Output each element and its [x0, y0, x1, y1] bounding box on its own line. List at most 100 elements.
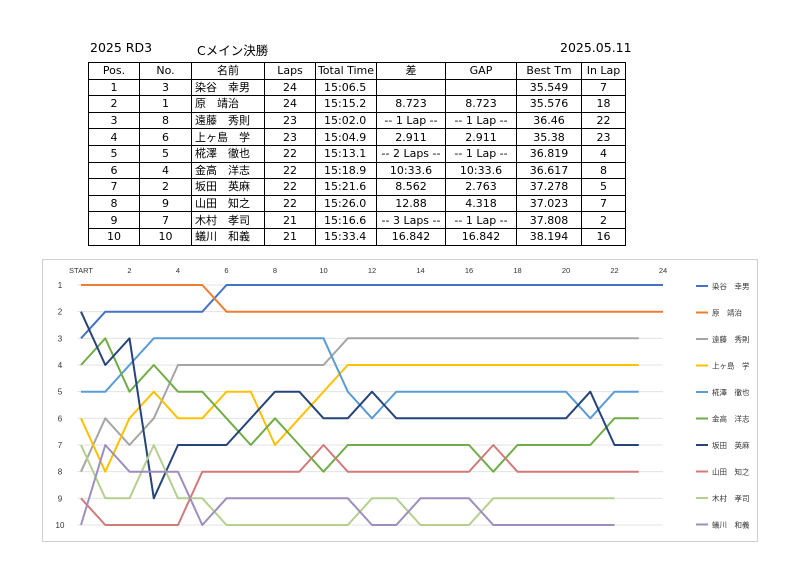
col-header-in-lap: In Lap [581, 62, 626, 80]
table-row: 6 4 金高 洋志 22 15:18.9 10:33.6 10:33.6 36.617 8 [88, 161, 626, 180]
table-row: 4 6 上ヶ島 学 23 15:04.9 2.911 2.911 35.38 23 [88, 128, 626, 146]
y-tick-label: 4 [58, 361, 63, 370]
table-row: 5 5 椛澤 徹也 22 15:13.1 -- 2 Laps -- -- 1 Lap -- 3… [88, 144, 626, 163]
cell-pos: 1 [88, 78, 140, 97]
cell-name: 坂田 英麻 [191, 178, 265, 196]
x-tick-label: 8 [273, 266, 277, 275]
cell-laps: 24 [264, 95, 316, 113]
cell-inlap: 2 [581, 211, 626, 229]
cell-laps: 23 [264, 128, 316, 146]
cell-inlap: 16 [581, 227, 626, 246]
cell-name: 蟻川 和義 [191, 227, 265, 246]
cell-pos: 9 [88, 211, 140, 229]
series-line [81, 284, 663, 313]
cell-total: 15:06.5 [315, 78, 377, 97]
cell-gap: 4.318 [445, 194, 517, 213]
x-tick-label: 10 [319, 266, 327, 275]
cell-no: 8 [139, 111, 192, 130]
legend-label: 木村 孝司 [712, 493, 750, 503]
cell-no: 4 [139, 161, 192, 180]
cell-laps: 21 [264, 227, 316, 246]
race-date: 2025.05.11 [560, 40, 632, 55]
cell-total: 15:02.0 [315, 111, 377, 130]
cell-total: 15:16.6 [315, 211, 377, 229]
cell-pos: 8 [88, 194, 140, 213]
table-row: 7 2 坂田 英麻 22 15:21.6 8.562 2.763 37.278 5 [88, 178, 626, 196]
x-tick-label: 16 [465, 266, 473, 275]
cell-no: 9 [139, 194, 192, 213]
cell-pos: 4 [88, 128, 140, 146]
series-line [80, 364, 639, 473]
legend-label: 原 靖治 [712, 308, 742, 318]
cell-best: 37.808 [516, 211, 582, 229]
x-tick-label: 2 [127, 266, 131, 275]
cell-pos: 2 [88, 95, 140, 113]
cell-diff: 8.562 [376, 178, 446, 196]
col-header-gap: GAP [445, 62, 517, 80]
cell-diff: -- 2 Laps -- [376, 144, 446, 163]
cell-diff: 16.842 [376, 227, 446, 246]
y-tick-label: 1 [58, 281, 63, 290]
x-tick-label: 24 [659, 266, 667, 275]
y-tick-label: 6 [58, 414, 63, 423]
cell-best: 35.549 [516, 78, 582, 97]
cell-no: 10 [139, 227, 192, 246]
x-tick-label: 22 [610, 266, 618, 275]
cell-diff: 12.88 [376, 194, 446, 213]
x-tick-label: 4 [176, 266, 180, 275]
legend-label: 上ヶ島 学 [712, 361, 750, 371]
x-tick-label: 18 [513, 266, 521, 275]
series-line [80, 337, 639, 473]
cell-pos: 5 [88, 144, 140, 163]
cell-pos: 7 [88, 178, 140, 196]
cell-diff: -- 3 Laps -- [376, 211, 446, 229]
cell-name: 椛澤 徹也 [191, 144, 265, 163]
table-row: 3 8 遠藤 秀則 23 15:02.0 -- 1 Lap -- -- 1 Lap -- 36… [88, 111, 626, 130]
cell-name: 山田 知之 [191, 194, 265, 213]
cell-laps: 22 [264, 144, 316, 163]
cell-no: 2 [139, 178, 192, 196]
cell-best: 35.576 [516, 95, 582, 113]
y-tick-label: 9 [58, 494, 63, 503]
cell-laps: 22 [264, 178, 316, 196]
col-header-no: No. [139, 62, 192, 80]
legend-label: 遠藤 秀則 [712, 334, 750, 344]
col-header-name: 名前 [191, 62, 265, 80]
cell-diff [376, 78, 446, 97]
y-tick-label: 3 [58, 334, 63, 343]
cell-name: 染谷 幸男 [191, 78, 265, 97]
cell-diff: 8.723 [376, 95, 446, 113]
cell-gap: 8.723 [445, 95, 517, 113]
legend-label: 椛澤 徹也 [712, 387, 750, 397]
y-tick-label: 2 [58, 308, 63, 317]
cell-pos: 10 [88, 227, 140, 246]
results-table: Pos. No. 名前 Laps Total Time 差 GAP Best T… [88, 62, 626, 246]
cell-gap: -- 1 Lap -- [445, 111, 517, 130]
legend-label: 蟻川 和義 [712, 520, 750, 530]
legend-label: 山田 知之 [712, 467, 750, 477]
cell-no: 3 [139, 78, 192, 97]
col-header-pos: Pos. [88, 62, 140, 80]
cell-total: 15:15.2 [315, 95, 377, 113]
cell-inlap: 18 [581, 95, 626, 113]
cell-no: 7 [139, 211, 192, 229]
cell-inlap: 22 [581, 111, 626, 130]
x-tick-label: 6 [224, 266, 228, 275]
y-tick-label: 10 [56, 521, 65, 530]
cell-total: 15:18.9 [315, 161, 377, 180]
cell-no: 5 [139, 144, 192, 163]
cell-best: 36.46 [516, 111, 582, 130]
cell-inlap: 7 [581, 194, 626, 213]
cell-total: 15:26.0 [315, 194, 377, 213]
cell-gap: 2.911 [445, 128, 517, 146]
cell-inlap: 5 [581, 178, 626, 196]
cell-best: 36.819 [516, 144, 582, 163]
y-tick-label: 7 [58, 441, 63, 450]
table-row: 10 10 蟻川 和義 21 15:33.4 16.842 16.842 38.194 16 [88, 227, 626, 246]
series-line [80, 311, 639, 500]
cell-laps: 22 [264, 161, 316, 180]
x-tick-label: 20 [562, 266, 570, 275]
cell-inlap: 8 [581, 161, 626, 180]
